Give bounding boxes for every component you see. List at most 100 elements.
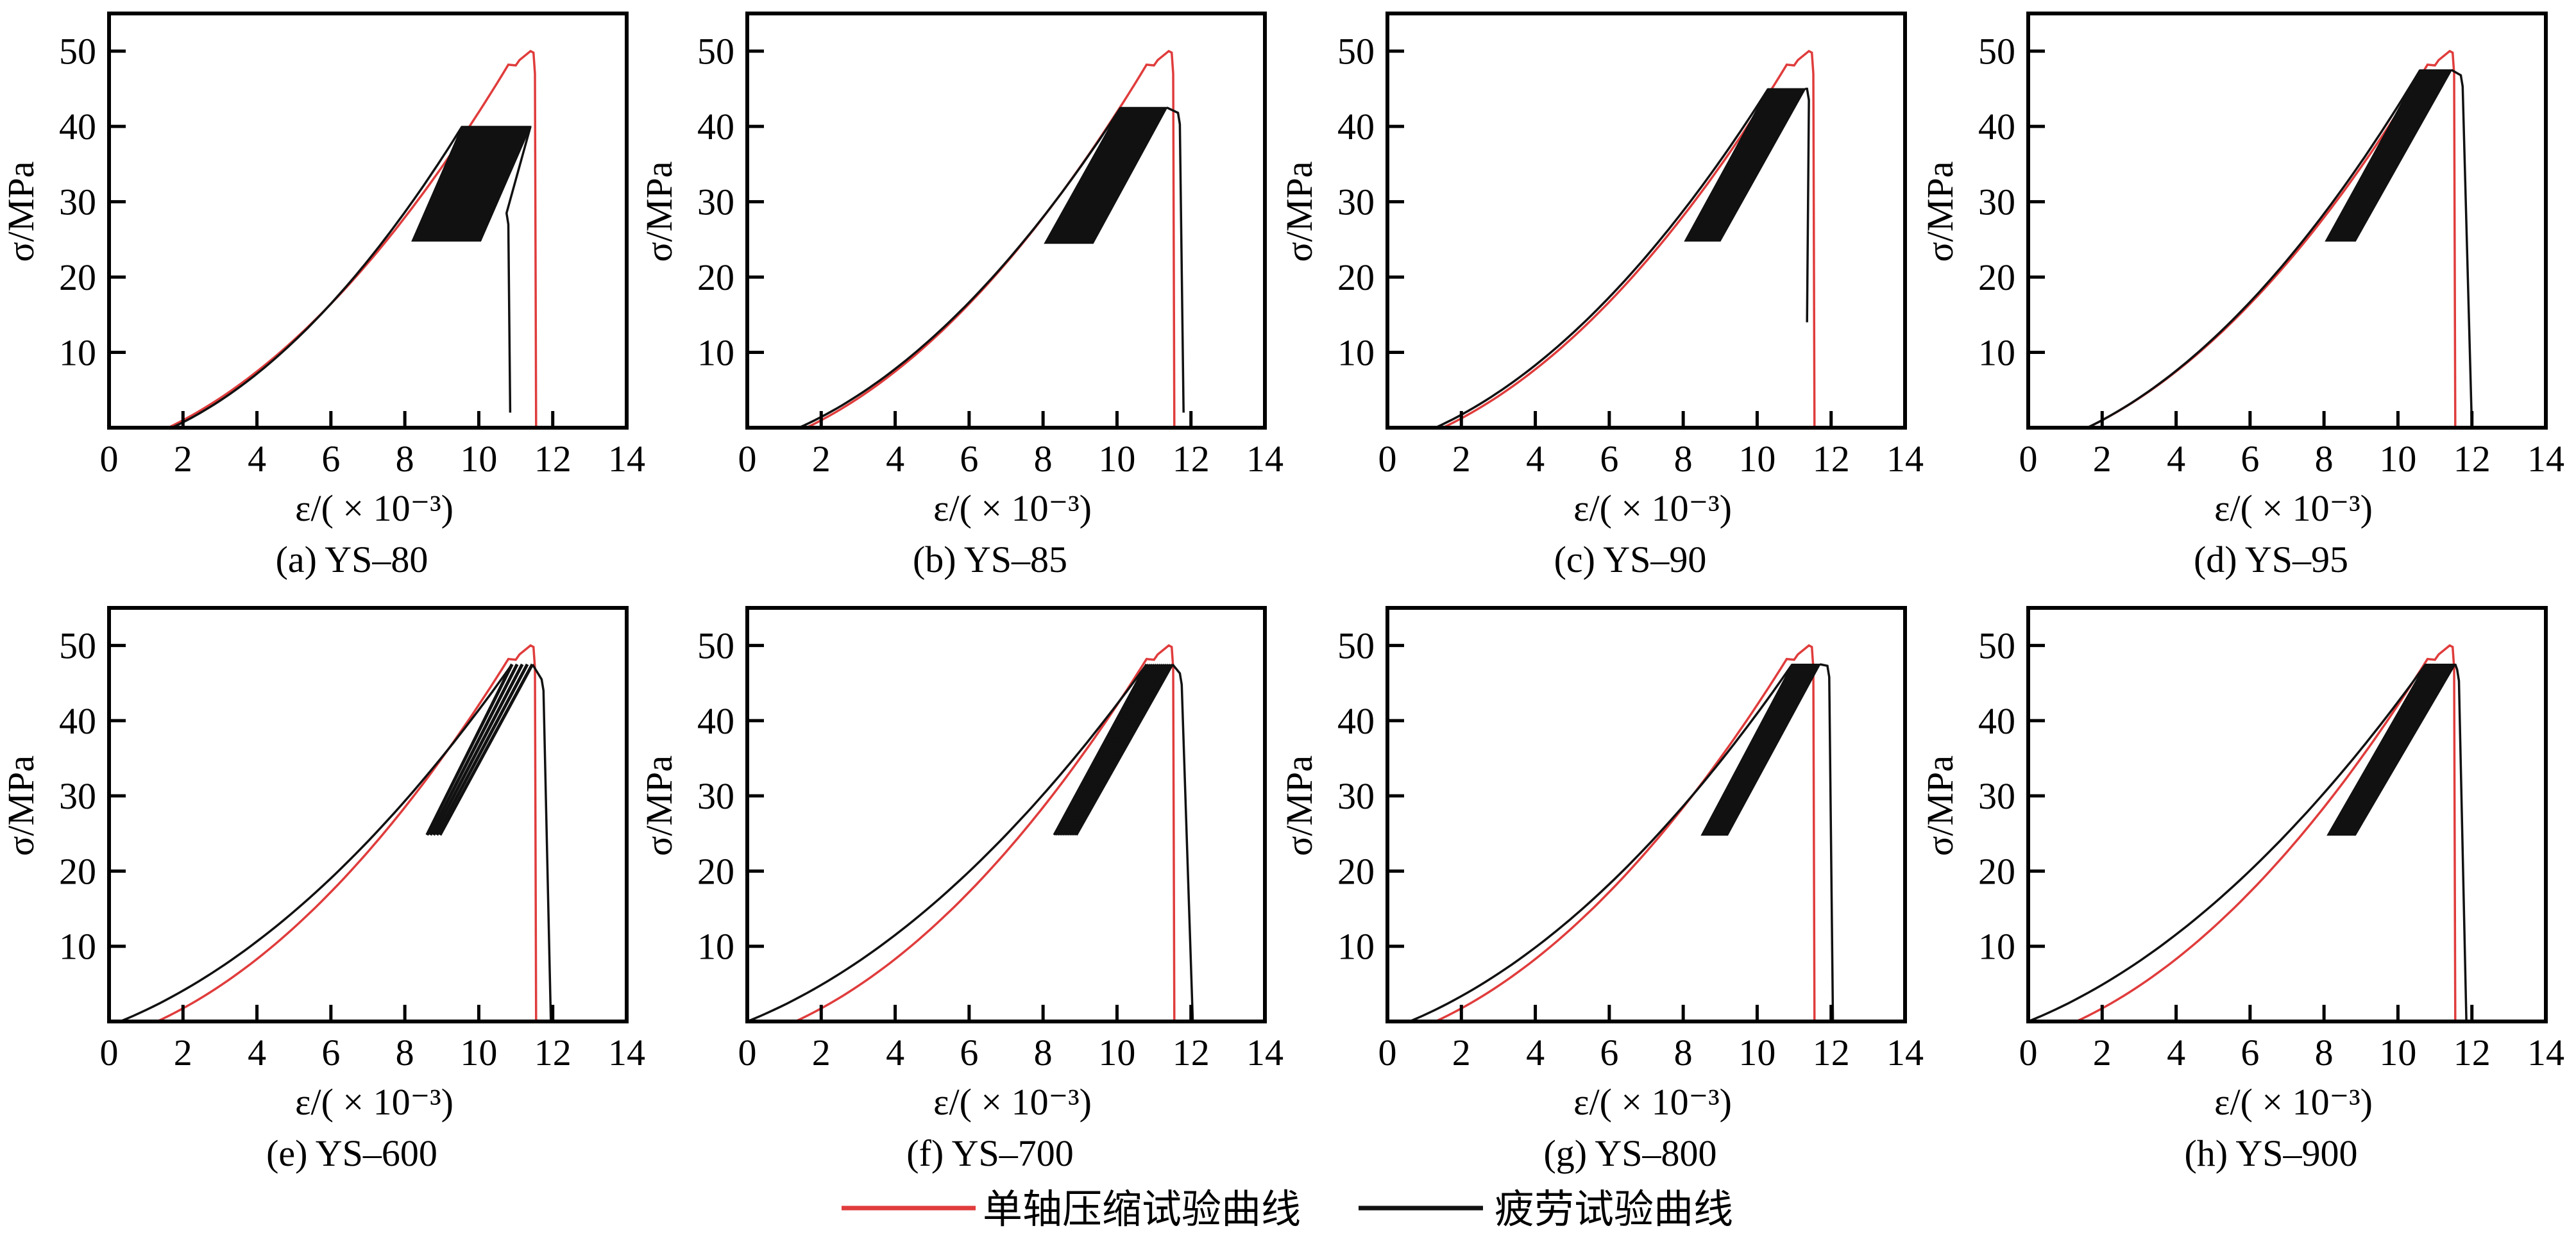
y-tick-label: 20 <box>59 850 96 892</box>
fatigue-cycle-line <box>1060 664 1156 836</box>
x-tick-label: 2 <box>174 438 192 480</box>
fatigue-cycle-line <box>1065 664 1162 836</box>
x-tick-label: 14 <box>1246 438 1284 480</box>
panel-caption: (b) YS–85 <box>913 539 1067 580</box>
y-tick-label: 40 <box>1337 106 1375 147</box>
x-tick-label: 2 <box>1452 438 1471 480</box>
x-tick-label: 2 <box>1452 1032 1471 1073</box>
panel-f: 0 2 4 6 8 10 12 14 10 20 30 40 50 ε/( × 10⁻³) σ/MPa (f)… <box>638 606 1284 1174</box>
y-tick-label: 20 <box>1337 850 1375 892</box>
y-tick-label: 10 <box>59 332 96 374</box>
x-tick-label: 0 <box>100 438 119 480</box>
x-tick-label: 14 <box>1886 438 1924 480</box>
x-tick-label: 0 <box>2019 438 2038 480</box>
x-axis-label: ε/( × 10⁻³) <box>1573 487 1732 529</box>
plot-area <box>1435 49 1816 428</box>
y-axis-label: σ/MPa <box>638 162 680 262</box>
plot-area <box>119 644 552 1021</box>
plot-frame <box>745 606 1267 1023</box>
y-tick-label: 50 <box>1337 31 1375 72</box>
panel-b: 0 2 4 6 8 10 12 14 10 20 30 40 50 ε/( × 10⁻³) σ/MPa (b)… <box>638 12 1284 580</box>
x-tick-label: 0 <box>738 1032 757 1073</box>
x-axis-label: ε/( × 10⁻³) <box>933 487 1092 529</box>
panel-a: 0 2 4 6 8 10 12 14 10 20 30 40 50 ε/( × 10⁻³) σ/MPa (a)… <box>0 12 645 580</box>
y-axis-label: σ/MPa <box>0 755 42 856</box>
fatigue-cycle-line <box>1068 664 1166 836</box>
fatigue-cycle-line <box>438 663 534 836</box>
y-tick-label: 30 <box>59 775 96 817</box>
plot-frame <box>745 12 1267 430</box>
plot-area <box>747 644 1194 1021</box>
x-tick-label: 0 <box>2019 1032 2038 1073</box>
y-tick-label: 50 <box>1978 31 2015 72</box>
series-fatigue-cycles <box>425 663 534 836</box>
fatigue-cycle-line <box>1053 664 1148 836</box>
x-tick-label: 14 <box>2527 1032 2564 1073</box>
y-tick-label: 30 <box>697 775 734 817</box>
x-tick-label: 6 <box>960 438 978 480</box>
y-tick-label: 50 <box>697 625 734 667</box>
plot-area <box>1409 644 1835 1021</box>
y-tick-label: 30 <box>1978 181 2015 223</box>
legend-label-uniaxial: 单轴压缩试验曲线 <box>983 1186 1301 1232</box>
fatigue-cycle-line <box>425 663 514 836</box>
series-fatigue-failure <box>1820 663 1835 1021</box>
series-fatigue-loading <box>1409 663 1793 1021</box>
x-tick-label: 4 <box>1526 438 1545 480</box>
x-tick-label: 14 <box>1246 1032 1284 1073</box>
x-tick-label: 6 <box>1600 438 1618 480</box>
plot-frame <box>2026 12 2548 430</box>
y-axis-label: σ/MPa <box>1278 162 1320 262</box>
x-tick-label: 2 <box>2093 1032 2112 1073</box>
fatigue-cycle-line <box>1066 664 1164 836</box>
y-axis-label: σ/MPa <box>1278 755 1320 856</box>
y-tick-label: 50 <box>697 31 734 72</box>
x-tick-label: 10 <box>2379 1032 2416 1073</box>
y-tick-label: 10 <box>59 926 96 968</box>
x-tick-label: 10 <box>460 1032 497 1073</box>
plot-frame <box>107 12 629 430</box>
x-tick-label: 8 <box>2315 438 2334 480</box>
y-tick-label: 30 <box>59 181 96 223</box>
x-tick-label: 10 <box>1098 1032 1135 1073</box>
y-axis-label: σ/MPa <box>638 755 680 856</box>
legend-label-fatigue: 疲劳试验曲线 <box>1495 1186 1733 1232</box>
x-tick-label: 6 <box>321 438 340 480</box>
plot-frame <box>107 606 629 1023</box>
y-tick-label: 20 <box>697 256 734 298</box>
series-fatigue-failure <box>1171 663 1194 1021</box>
y-tick-label: 40 <box>59 700 96 742</box>
x-tick-label: 0 <box>738 438 757 480</box>
fatigue-cycle-line <box>428 663 519 836</box>
y-tick-label: 50 <box>59 625 96 667</box>
y-axis-label: σ/MPa <box>1919 755 1961 856</box>
y-tick-label: 40 <box>59 106 96 147</box>
x-axis-label: ε/( × 10⁻³) <box>1573 1081 1732 1123</box>
panel-caption: (d) YS–95 <box>2194 539 2348 580</box>
panel-c: 0 2 4 6 8 10 12 14 10 20 30 40 50 ε/( × 10⁻³) σ/MPa (c)… <box>1278 12 1924 580</box>
x-tick-label: 8 <box>1034 438 1053 480</box>
y-tick-label: 30 <box>1978 775 2015 817</box>
plot-area <box>167 49 538 428</box>
fatigue-cycle-line <box>1063 664 1160 836</box>
panel-d: 0 2 4 6 8 10 12 14 10 20 30 40 50 ε/( × 10⁻³) σ/MPa (d)… <box>1919 12 2564 580</box>
series-fatigue-loading <box>2087 69 2421 428</box>
y-tick-label: 50 <box>59 31 96 72</box>
x-tick-label: 4 <box>886 438 904 480</box>
series-fatigue-cycles <box>1684 88 1807 242</box>
y-tick-label: 10 <box>1978 926 2015 968</box>
x-tick-label: 12 <box>1813 1032 1850 1073</box>
x-tick-label: 12 <box>2453 438 2491 480</box>
y-tick-label: 40 <box>1978 106 2015 147</box>
series-fatigue-failure <box>2454 664 2468 1021</box>
x-tick-label: 4 <box>886 1032 904 1073</box>
legend: 单轴压缩试验曲线 疲劳试验曲线 <box>842 1186 1733 1232</box>
x-tick-label: 2 <box>812 1032 831 1073</box>
x-tick-label: 4 <box>2167 438 2185 480</box>
y-tick-label: 40 <box>1978 700 2015 742</box>
x-tick-label: 10 <box>1738 1032 1775 1073</box>
y-tick-label: 10 <box>1337 332 1375 374</box>
fatigue-cycle-line <box>1075 664 1174 836</box>
y-tick-label: 30 <box>697 181 734 223</box>
series-fatigue-loading <box>2028 663 2427 1021</box>
